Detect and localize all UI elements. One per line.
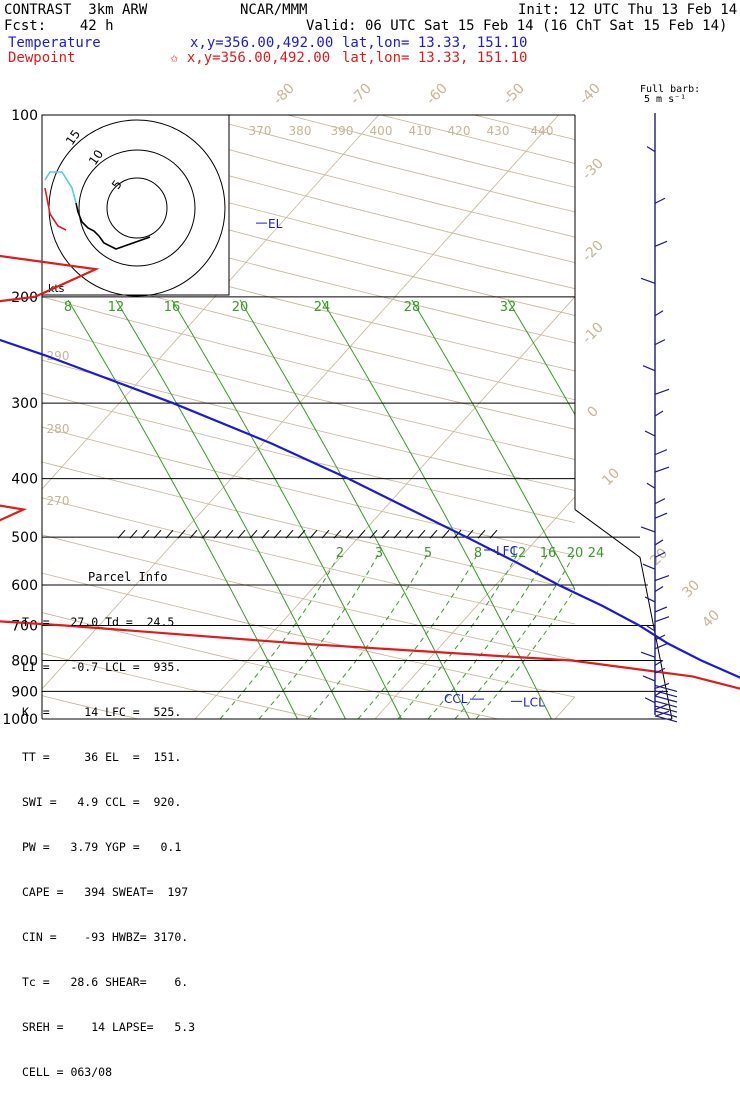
theta-label: 410 [409, 124, 432, 138]
mixing-ratio-label: 3 [375, 546, 383, 561]
mixing-ratio-label: 8 [474, 546, 482, 561]
mixing-ratio-line [259, 553, 379, 719]
wind-barb [643, 676, 655, 681]
parcel-info-panel: Parcel Info T = 27.0 Td = 24.5 LI = -0.7… [22, 540, 195, 1095]
wind-barb [655, 513, 667, 518]
wind-barb [655, 607, 667, 612]
parcel-info-line: CAPE = 394 SWEAT= 197 [22, 885, 195, 900]
mixing-ratio-line [240, 300, 470, 720]
parcel-info-line: CELL = 063/08 [22, 1065, 195, 1080]
mixing-ratio-label: 5 [424, 546, 432, 561]
parcel-info-line: SREH = 14 LAPSE= 5.3 [22, 1020, 195, 1035]
isotherm-label: 30 [679, 577, 703, 601]
mixing-ratio-label: 20 [232, 300, 249, 315]
dry-adiabat-line [474, 115, 740, 719]
wind-barb [655, 241, 667, 246]
mixing-ratio-label: 24 [588, 546, 605, 561]
wind-barb [655, 467, 669, 472]
parcel-info-line: Tc = 28.6 SHEAR= 6. [22, 975, 195, 990]
wind-barb [655, 311, 663, 316]
parcel-info-line: TT = 36 EL = 151. [22, 750, 195, 765]
mixing-ratio-label: 16 [540, 546, 557, 561]
wind-barb [655, 660, 663, 665]
wind-barb [655, 706, 677, 712]
mixing-ratio-label: 2 [336, 546, 344, 561]
wind-barb [655, 450, 667, 455]
parcel-info-line: SWI = 4.9 CCL = 920. [22, 795, 195, 810]
pressure-tick-label: 100 [11, 108, 38, 124]
isotherm-label: 40 [699, 607, 723, 631]
dry-adiabat-label: 280 [47, 422, 70, 436]
parcel-info-line: CIN = -93 HWBZ= 3170. [22, 930, 195, 945]
theta-label: 380 [289, 124, 312, 138]
level-label-ccl: CCL [444, 692, 468, 706]
isotherm-line [363, 102, 740, 732]
isotherm-label: -80 [270, 80, 297, 107]
wind-barb [645, 431, 655, 436]
dry-adiabat-line [381, 115, 740, 719]
mixing-ratio-label: 28 [404, 300, 421, 315]
wind-barb [655, 389, 669, 394]
wind-barb [655, 696, 677, 702]
wind-barb [641, 652, 655, 657]
theta-label: 430 [487, 124, 510, 138]
wind-barb [655, 576, 669, 581]
level-label-lcl: LCL [523, 695, 545, 709]
wind-barb [655, 540, 663, 545]
mixing-ratio-label: 20 [567, 546, 584, 561]
wind-barb [655, 198, 665, 203]
parcel-info-line: PW = 3.79 YGP = 0.1 [22, 840, 195, 855]
isotherm-label: 0 [584, 403, 602, 421]
mixing-ratio-label: 24 [314, 300, 331, 315]
level-label-lfc: LFC [496, 544, 518, 558]
wind-barb [655, 586, 663, 591]
theta-label: 370 [249, 124, 272, 138]
dry-adiabat-label: 270 [47, 494, 70, 508]
mixing-ratio-label: 32 [500, 300, 517, 315]
parcel-info-line: T = 27.0 Td = 24.5 [22, 615, 195, 630]
isotherm-line [723, 102, 740, 732]
wind-barb [647, 483, 655, 488]
isotherm-label: 10 [599, 465, 623, 489]
isotherm-line [543, 102, 740, 732]
wind-barb [641, 278, 655, 283]
isotherm-label: -70 [347, 80, 374, 107]
wind-barb [647, 147, 655, 152]
isotherm-label: -40 [576, 80, 603, 107]
mixing-ratio-line [455, 553, 575, 719]
wind-barb [655, 617, 669, 622]
theta-label: 390 [331, 124, 354, 138]
wind-barb [655, 411, 663, 416]
isotherm-label: 20 [647, 545, 671, 569]
wind-barb [645, 698, 655, 703]
theta-label: 420 [448, 124, 471, 138]
parcel-info-title: Parcel Info [88, 570, 195, 585]
wind-barb [643, 366, 655, 371]
theta-label: 400 [370, 124, 393, 138]
theta-label: 440 [531, 124, 554, 138]
wind-barb [655, 499, 665, 504]
isotherm-label: -50 [500, 80, 527, 107]
isotherm-label: -60 [423, 80, 450, 107]
isotherm-label: -20 [579, 237, 606, 264]
parcel-info-line: K = 14 LFC = 525. [22, 705, 195, 720]
pressure-tick-label: 300 [11, 396, 38, 412]
wind-barb [655, 340, 665, 345]
mixing-ratio-label: 16 [164, 300, 181, 315]
isotherm-label: -30 [579, 155, 606, 182]
mixing-ratio-line [172, 300, 402, 720]
mixing-ratio-line [476, 553, 596, 719]
wind-barb [641, 527, 655, 532]
mixing-ratio-label: 12 [108, 300, 125, 315]
wind-barb [645, 597, 655, 602]
pressure-tick-label: 400 [11, 472, 38, 488]
wind-barb [655, 701, 677, 707]
isotherm-label: -10 [579, 319, 606, 346]
mixing-ratio-label: 8 [64, 300, 72, 315]
parcel-info-line: LI = -0.7 LCL = 935. [22, 660, 195, 675]
level-label-el: EL [268, 217, 283, 231]
